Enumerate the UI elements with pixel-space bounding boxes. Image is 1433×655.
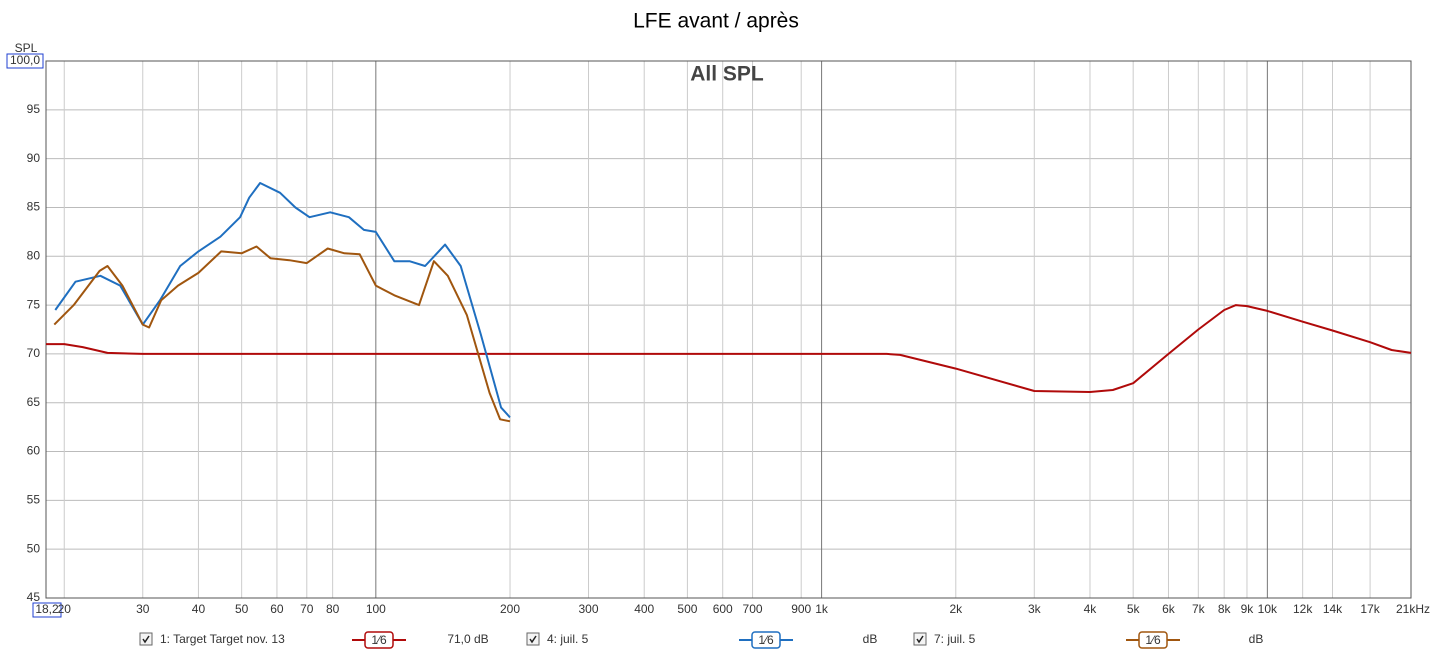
x-tick-label: 500 — [677, 602, 697, 616]
x-tick-label: 700 — [743, 602, 763, 616]
plot-frame — [45, 60, 1412, 599]
y-tick-label: 45 — [27, 590, 41, 604]
y-tick-label: 70 — [27, 346, 41, 360]
series-line — [54, 182, 511, 419]
x-tick-label: 4k — [1084, 602, 1098, 616]
legend-label: 1: Target Target nov. 13 — [160, 632, 285, 646]
x-tick-label: 200 — [500, 602, 520, 616]
y-limit-box — [6, 53, 44, 69]
y-tick-label: 100,0 — [10, 53, 40, 67]
y-tick-label: 75 — [27, 297, 41, 311]
x-tick-label: 9k — [1241, 602, 1255, 616]
plot-area — [46, 61, 1411, 598]
smoothing-box[interactable] — [1138, 631, 1168, 649]
check-mark — [529, 635, 537, 644]
x-tick-label: 8k — [1218, 602, 1232, 616]
y-tick-label: 85 — [27, 200, 41, 214]
x-tick-label: 70 — [300, 602, 314, 616]
legend-checkbox[interactable] — [913, 632, 927, 646]
x-limit-box — [32, 602, 62, 618]
y-tick-label: 80 — [27, 248, 41, 262]
x-tick-label: 40 — [192, 602, 206, 616]
y-tick-label: 60 — [27, 444, 41, 458]
x-tick-label: 400 — [634, 602, 654, 616]
x-tick-label: 6k — [1162, 602, 1176, 616]
legend-level: 71,0 dB — [447, 632, 488, 646]
series-line — [46, 304, 1412, 393]
y-tick-label: 95 — [27, 102, 41, 116]
x-tick-label: 20 — [58, 602, 72, 616]
check-mark — [142, 635, 150, 644]
smoothing-box[interactable] — [751, 631, 781, 649]
smoothing-label: 1⁄6 — [1145, 633, 1161, 647]
x-tick-label: 5k — [1127, 602, 1141, 616]
x-tick-label: 10k — [1258, 602, 1278, 616]
x-tick-label: 3k — [1028, 602, 1042, 616]
x-tick-label: 30 — [136, 602, 150, 616]
x-tick-label: 60 — [270, 602, 284, 616]
y-tick-label: 50 — [27, 541, 41, 555]
x-tick-label: 900 — [791, 602, 811, 616]
annotation: All SPL — [690, 63, 764, 86]
y-axis-label: SPL — [15, 41, 38, 55]
chart-title: LFE avant / après — [633, 10, 799, 33]
x-tick-label: 18,2 — [35, 602, 59, 616]
x-tick-label: 50 — [235, 602, 249, 616]
x-tick-label: 2k — [949, 602, 963, 616]
legend-checkbox[interactable] — [139, 632, 153, 646]
x-tick-label: 100 — [366, 602, 386, 616]
x-tick-label: 21kHz — [1396, 602, 1430, 616]
series-line — [53, 245, 511, 423]
x-tick-label: 14k — [1323, 602, 1343, 616]
y-tick-label: 65 — [27, 395, 41, 409]
legend-checkbox[interactable] — [526, 632, 540, 646]
y-tick-label: 90 — [27, 151, 41, 165]
smoothing-label: 1⁄6 — [758, 633, 774, 647]
x-tick-label: 7k — [1192, 602, 1206, 616]
x-tick-label: 1k — [815, 602, 829, 616]
y-tick-label: 55 — [27, 493, 41, 507]
x-tick-label: 80 — [326, 602, 340, 616]
legend-level: dB — [1249, 632, 1264, 646]
smoothing-box[interactable] — [364, 631, 394, 649]
x-tick-label: 300 — [579, 602, 599, 616]
legend-label: 4: juil. 5 — [547, 632, 589, 646]
smoothing-label: 1⁄6 — [371, 633, 387, 647]
check-mark — [916, 635, 924, 644]
x-tick-label: 600 — [713, 602, 733, 616]
x-tick-label: 12k — [1293, 602, 1313, 616]
legend-level: dB — [863, 632, 878, 646]
legend-label: 7: juil. 5 — [934, 632, 976, 646]
x-tick-label: 17k — [1360, 602, 1380, 616]
